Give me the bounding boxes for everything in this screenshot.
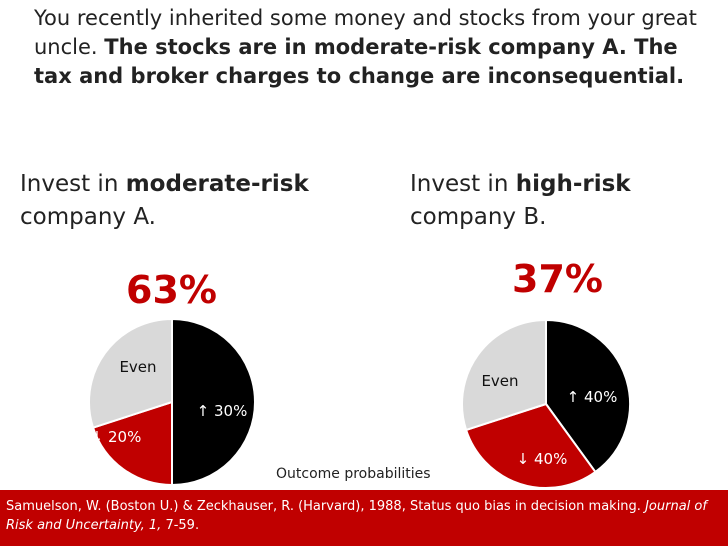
option-b-suffix: company B. xyxy=(410,204,547,230)
pie-a-label-1: ↓ 20% xyxy=(91,428,142,446)
option-a-emphasis: moderate-risk xyxy=(125,171,309,197)
pie-b-label-0: ↑ 40% xyxy=(567,388,618,406)
pie-b-label-2: Even xyxy=(481,372,518,390)
scenario-text: You recently inherited some money and st… xyxy=(34,4,714,91)
pie-a-slice-0 xyxy=(171,317,256,487)
citation-text: Samuelson, W. (Boston U.) & Zeckhauser, … xyxy=(6,499,641,514)
option-a-prefix: Invest in xyxy=(20,171,119,197)
pie-a-slice-2 xyxy=(88,317,173,429)
option-a-percent: 63% xyxy=(126,268,217,312)
option-b-percent: 37% xyxy=(512,257,603,301)
option-a-suffix: company A. xyxy=(20,204,156,230)
scenario-intro: You recently inherited some money and st… xyxy=(34,6,697,59)
pie-a-label-0: ↑ 30% xyxy=(197,402,248,420)
pie-b-slice-1 xyxy=(464,402,597,489)
pie-a-label-2: Even xyxy=(119,358,156,376)
pie-a-slice-1 xyxy=(91,400,173,487)
citation-bar: Samuelson, W. (Boston U.) & Zeckhauser, … xyxy=(0,490,728,546)
outcome-probabilities-label: Outcome probabilities xyxy=(276,466,431,482)
citation-pages: 7-59. xyxy=(165,518,200,533)
option-b-heading: Invest in high-risk company B. xyxy=(410,168,710,234)
citation-journal: Journal of Risk and Uncertainty, xyxy=(6,499,707,533)
option-a-heading: Invest in moderate-risk company A. xyxy=(20,168,380,234)
citation-volume: 1, xyxy=(148,518,162,533)
option-b-prefix: Invest in xyxy=(410,171,509,197)
pie-b-slice-0 xyxy=(545,318,631,474)
option-b-emphasis: high-risk xyxy=(515,171,631,197)
scenario-detail: The stocks are in moderate-risk company … xyxy=(34,35,685,88)
pie-b-slice-2 xyxy=(461,318,547,432)
pie-b-label-1: ↓ 40% xyxy=(517,450,568,468)
